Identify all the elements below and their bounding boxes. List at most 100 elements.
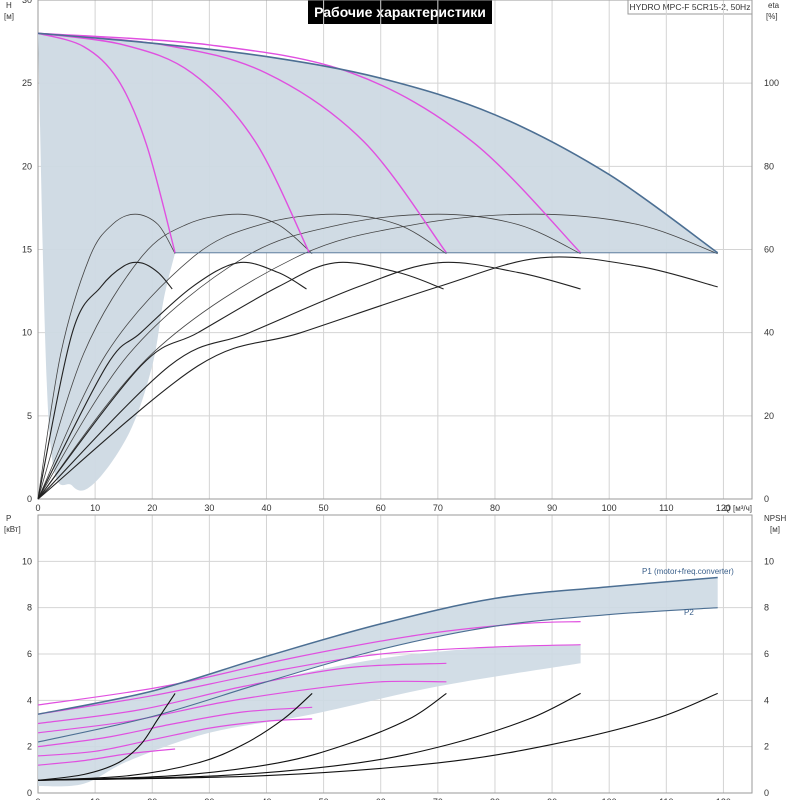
bottom-y-left-tick: 2 [27, 742, 32, 752]
top-x-tick: 50 [319, 503, 329, 513]
bottom-x-tick: 80 [490, 797, 500, 800]
eta-curve-full-5 [37, 213, 718, 500]
top-x-tick: 100 [602, 503, 617, 513]
npsh-curve-5 [37, 692, 718, 781]
qh-curve-4-pumps [37, 32, 582, 254]
bottom-x-tick: 30 [204, 797, 214, 800]
power-band-lower [38, 644, 581, 787]
eta-curve-reduced-4 [37, 261, 581, 500]
bottom-y-left-tick: 8 [27, 603, 32, 613]
top-y-left-tick: 0 [27, 494, 32, 504]
power-curve-3 [37, 706, 313, 748]
title-background [308, 0, 492, 24]
bottom-x-tick: 70 [433, 797, 443, 800]
bottom-x-tick: 50 [319, 797, 329, 800]
eta-curve-full-1 [37, 213, 176, 500]
npsh-curve-1 [37, 693, 176, 781]
title-group: Рабочие характеристики [308, 0, 492, 24]
top-y-right-tick: 0 [764, 494, 769, 504]
top-y-left-tick: 30 [22, 0, 32, 5]
top-axis-labels: H [м] eta [%] Q [м³/ч] [4, 1, 780, 513]
top-y-left-tick: 5 [27, 411, 32, 421]
eta-axis-unit: [%] [766, 12, 778, 21]
series-labels: P1 (motor+freq.converter) P2 [642, 567, 734, 617]
p1-envelope-curve [37, 576, 718, 715]
power-curve-1 [37, 748, 176, 766]
top-x-tick: 30 [204, 503, 214, 513]
power-curve-4 [37, 680, 447, 734]
eta-curve-full-3 [37, 213, 447, 500]
bottom-y-right-tick: 10 [764, 556, 774, 566]
bottom-x-tick: 110 [659, 797, 673, 800]
chart-title: Рабочие характеристики [314, 4, 486, 20]
power-band-upper [38, 577, 718, 742]
power-curve-7 [37, 621, 581, 706]
top-y-right-tick: 20 [764, 411, 774, 421]
top-y-left-tick: 15 [22, 245, 32, 255]
bottom-y-left-tick: 0 [27, 788, 32, 798]
top-x-tick: 80 [490, 503, 500, 513]
qh-curve-2-pumps [37, 32, 310, 254]
bottom-frame [37, 514, 753, 794]
bottom-y-right-tick: 2 [764, 742, 769, 752]
top-frame [37, 0, 753, 500]
top-x-tick: 60 [376, 503, 386, 513]
top-y-left-tick: 20 [22, 161, 32, 171]
p-axis-label: P [6, 514, 11, 523]
top-y-right-tick: 80 [764, 161, 774, 171]
power-curve-5 [37, 662, 447, 725]
bottom-y-left-tick: 10 [22, 556, 32, 566]
npsh-axis-unit: [м] [770, 525, 780, 534]
operating-area [38, 33, 718, 491]
top-y-left-tick: 10 [22, 328, 32, 338]
top-y-right-tick: 60 [764, 245, 774, 255]
bottom-x-tick: 100 [602, 797, 617, 800]
h-envelope-curve [37, 32, 719, 254]
head-efficiency-panel: 0 10 20 30 40 50 60 70 80 90 100 110 120 0 5 10 15 20 25 30… [22, 0, 779, 513]
bottom-x-tick: 60 [376, 797, 386, 800]
qh-curve-1-pumps [37, 32, 176, 253]
top-x-tick: 0 [35, 503, 40, 513]
bottom-y-left-tick: 4 [27, 695, 32, 705]
bottom-x-tick: 120 [716, 797, 731, 800]
top-x-tick: 110 [659, 503, 673, 513]
bottom-y-right-tick: 8 [764, 603, 769, 613]
eta-curve-reduced-2 [37, 261, 307, 500]
npsh-axis-label: NPSH [764, 514, 786, 523]
h-axis-label: H [6, 1, 12, 10]
p2-envelope-curve [37, 607, 718, 743]
bottom-y-right-tick: 4 [764, 695, 769, 705]
npsh-curve-4 [37, 692, 581, 781]
h-axis-unit: [м] [4, 12, 14, 21]
power-curve-6 [37, 644, 581, 715]
bottom-x-tick: 0 [35, 797, 40, 800]
top-y-right-tick: 100 [764, 78, 779, 88]
bottom-x-tick: 90 [547, 797, 557, 800]
npsh-curve-3 [37, 692, 447, 781]
eta-axis-label: eta [768, 1, 780, 10]
power-npsh-panel: 0102030405060708090100110120024681002468… [22, 514, 774, 800]
top-x-tick: 70 [433, 503, 443, 513]
p2-series-label: P2 [684, 608, 694, 617]
bottom-axis-labels: P [кВт] NPSH [м] [4, 514, 786, 534]
bottom-x-tick: 10 [90, 797, 100, 800]
bottom-y-right-tick: 6 [764, 649, 769, 659]
top-x-tick: 20 [147, 503, 157, 513]
model-label-group: HYDRO MPC-F 5CR15-2, 50Hz [627, 0, 753, 15]
eta-curve-reduced-1 [37, 261, 173, 500]
bottom-y-right-tick: 0 [764, 788, 769, 798]
top-x-tick: 120 [716, 503, 731, 513]
top-y-right-tick: 40 [764, 328, 774, 338]
npsh-curve-2 [37, 692, 313, 781]
p-axis-unit: [кВт] [4, 525, 21, 534]
top-x-tick: 10 [90, 503, 100, 513]
top-x-tick: 90 [547, 503, 557, 513]
bottom-x-tick: 40 [261, 797, 271, 800]
q-axis-unit-top: [м³/ч] [733, 504, 752, 513]
eta-curve-reduced-5 [37, 256, 718, 500]
top-x-tick: 40 [261, 503, 271, 513]
bottom-y-left-tick: 6 [27, 649, 32, 659]
power-curve-2 [37, 718, 313, 757]
q-axis-label-top: Q [724, 504, 730, 513]
model-label: HYDRO MPC-F 5CR15-2, 50Hz [630, 2, 751, 12]
